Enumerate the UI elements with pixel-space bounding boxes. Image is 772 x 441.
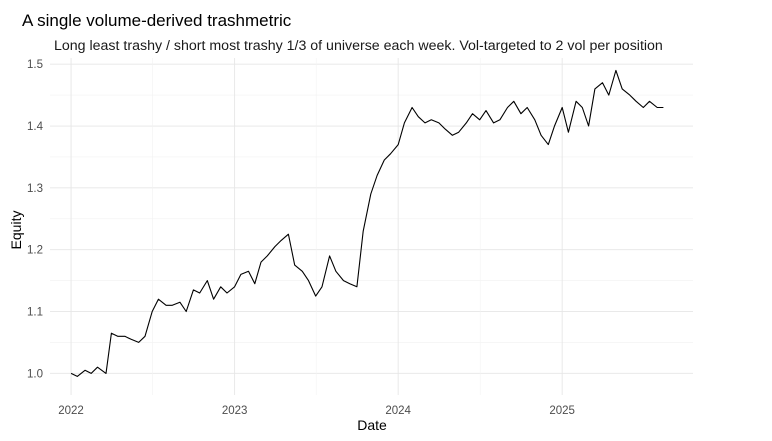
y-tick-label: 1.1: [27, 307, 43, 319]
y-tick-labels: 1.0 1.1 1.2 1.3 1.4 1.5: [27, 59, 44, 380]
chart-subtitle: Long least trashy / short most trashy 1/…: [54, 38, 663, 54]
equity-series-line: [70, 69, 664, 377]
x-tick-label: 2024: [385, 405, 411, 417]
y-tick-label: 1.3: [27, 183, 43, 195]
grid: [50, 58, 693, 395]
x-tick-label: 2022: [58, 405, 84, 417]
y-axis-title: Equity: [8, 211, 24, 250]
y-tick-label: 1.0: [27, 368, 43, 380]
x-tick-label: 2025: [549, 405, 575, 417]
y-tick-label: 1.2: [27, 245, 43, 257]
y-tick-label: 1.4: [27, 121, 44, 133]
x-tick-label: 2023: [222, 405, 248, 417]
x-tick-labels: 2022 2023 2024 2025: [58, 405, 575, 417]
x-axis-title: Date: [357, 417, 387, 433]
y-tick-label: 1.5: [27, 59, 43, 71]
chart-title: A single volume-derived trashmetric: [22, 11, 292, 30]
